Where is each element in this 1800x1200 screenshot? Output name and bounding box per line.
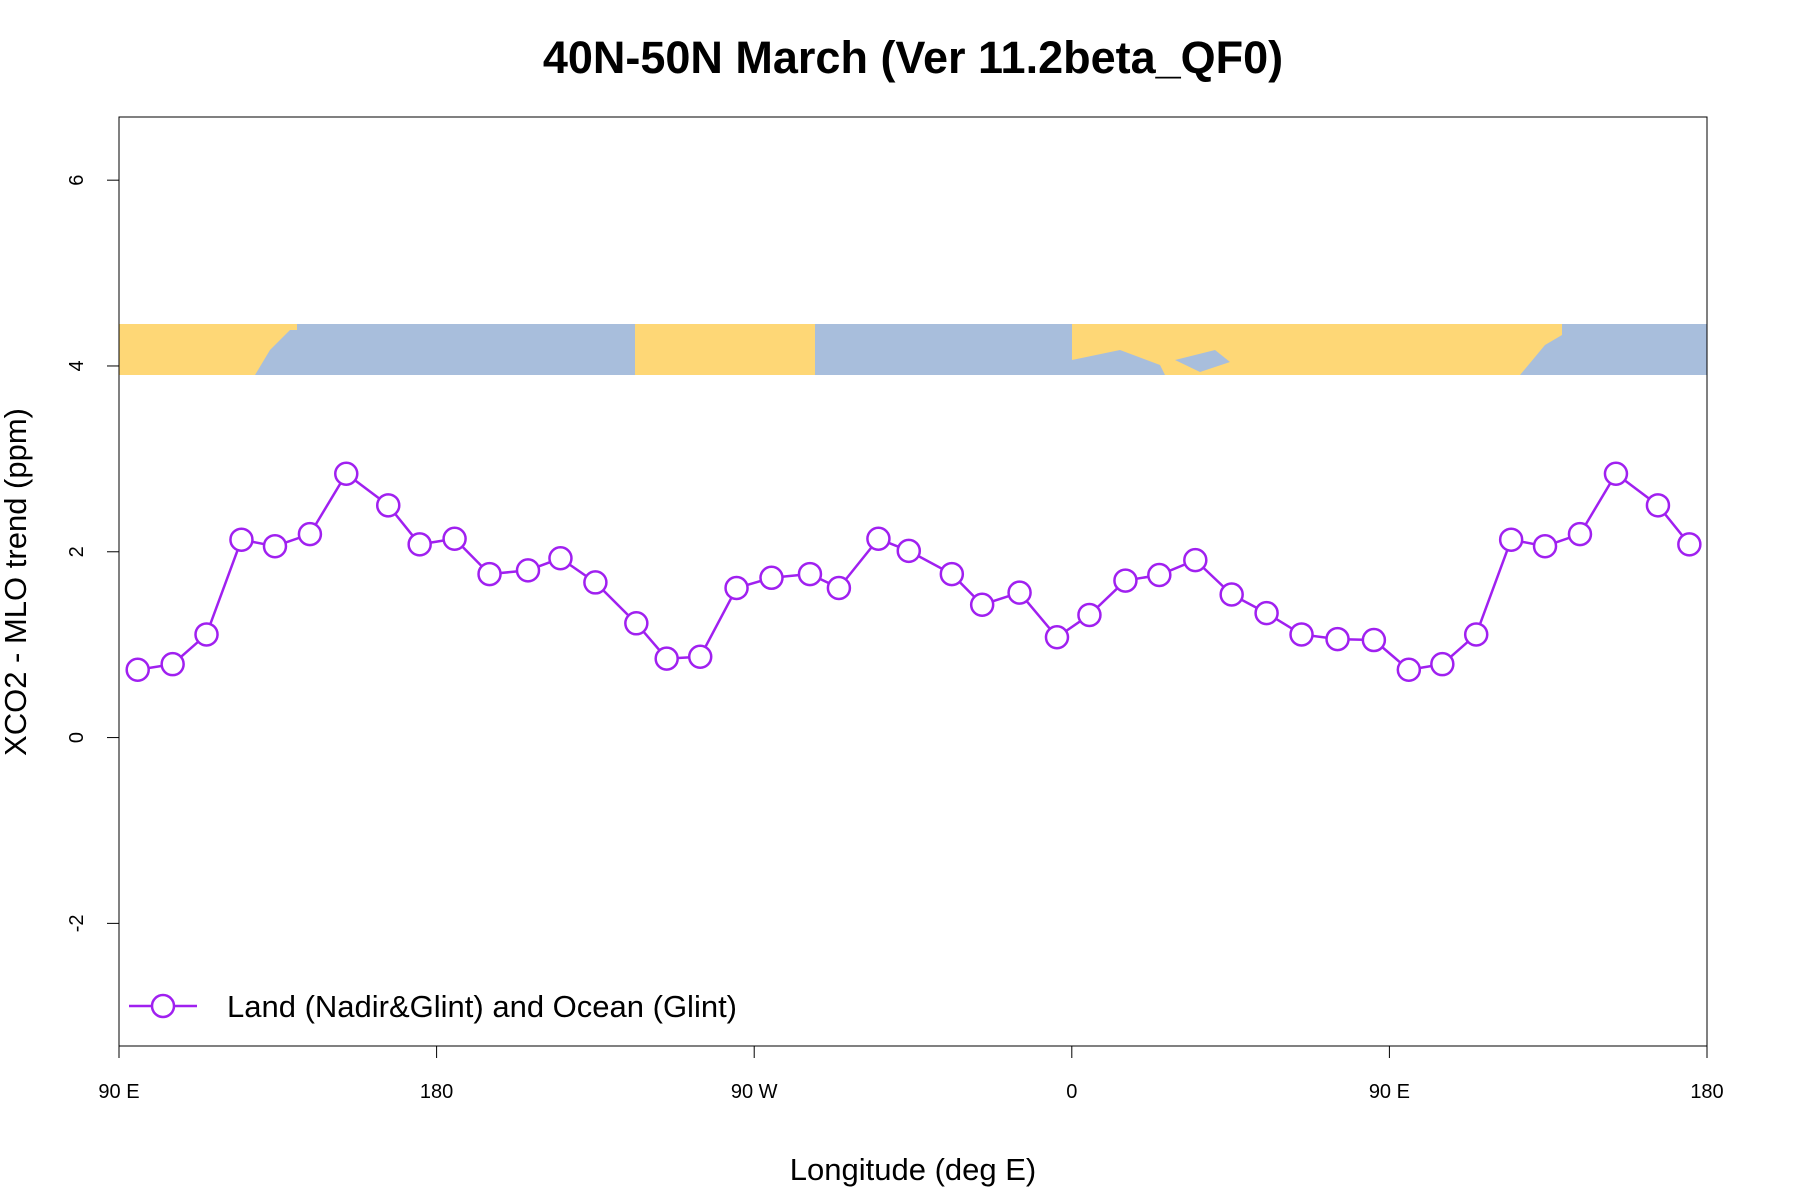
x-tick-label: 90 W bbox=[731, 1081, 778, 1103]
point bbox=[1325, 626, 1350, 652]
point bbox=[1219, 582, 1244, 607]
plot-frame bbox=[118, 116, 1708, 1047]
land bbox=[635, 324, 815, 375]
point bbox=[1007, 580, 1032, 605]
x-tick-label: 0 bbox=[1066, 1081, 1077, 1103]
point bbox=[624, 611, 649, 636]
point bbox=[125, 657, 150, 683]
point bbox=[1289, 622, 1314, 647]
point bbox=[229, 527, 254, 552]
series-line bbox=[137, 471, 1691, 672]
point bbox=[687, 644, 713, 669]
point bbox=[334, 461, 359, 486]
point bbox=[1254, 600, 1279, 626]
sea bbox=[1175, 350, 1230, 372]
point bbox=[1498, 527, 1524, 552]
point bbox=[1147, 562, 1172, 588]
ocean bbox=[815, 340, 880, 375]
x-axis-title: Longitude (deg E) bbox=[790, 1152, 1036, 1187]
x-tick-label: 180 bbox=[1690, 1081, 1723, 1103]
x-tick-label: 90 E bbox=[98, 1081, 139, 1103]
point bbox=[1532, 533, 1558, 559]
point bbox=[477, 561, 502, 587]
point bbox=[194, 622, 219, 647]
point bbox=[262, 533, 288, 559]
sea bbox=[1072, 350, 1165, 375]
point bbox=[1396, 657, 1422, 683]
chart-title: 40N-50N March (Ver 11.2beta_QF0) bbox=[543, 32, 1283, 83]
point bbox=[1677, 532, 1702, 557]
point bbox=[1183, 547, 1208, 573]
point bbox=[866, 526, 891, 552]
ocean bbox=[1520, 335, 1562, 375]
map-band bbox=[119, 324, 1707, 375]
point bbox=[515, 558, 541, 583]
x-tick-label: 180 bbox=[420, 1081, 453, 1103]
point bbox=[969, 592, 995, 617]
ocean bbox=[297, 324, 635, 375]
ocean bbox=[255, 330, 297, 375]
point bbox=[1113, 568, 1138, 593]
y-tick-label: -2 bbox=[66, 914, 88, 932]
point bbox=[896, 538, 922, 564]
ocean bbox=[1562, 324, 1707, 375]
y-tick-label: 4 bbox=[66, 360, 88, 371]
point bbox=[1645, 493, 1671, 518]
y-axis-title: XCO2 - MLO trend (ppm) bbox=[0, 408, 33, 756]
point bbox=[1567, 521, 1593, 547]
y-tick-label: 6 bbox=[66, 175, 88, 186]
y-tick-label: 2 bbox=[66, 546, 88, 557]
point bbox=[826, 575, 852, 601]
legend-marker bbox=[150, 993, 176, 1019]
point bbox=[1044, 624, 1070, 650]
point bbox=[1603, 461, 1629, 486]
point bbox=[797, 561, 823, 587]
point bbox=[297, 521, 323, 547]
point bbox=[654, 646, 679, 671]
point bbox=[548, 546, 573, 571]
point bbox=[1430, 651, 1455, 677]
point bbox=[376, 493, 401, 518]
point bbox=[1077, 602, 1102, 628]
point bbox=[583, 570, 608, 595]
point bbox=[160, 651, 185, 677]
point bbox=[939, 561, 965, 587]
point bbox=[442, 526, 467, 552]
legend-label: Land (Nadir&Glint) and Ocean (Glint) bbox=[227, 989, 737, 1024]
y-tick-label: 0 bbox=[66, 732, 88, 743]
point bbox=[407, 532, 432, 557]
point bbox=[724, 575, 749, 601]
point bbox=[1463, 622, 1489, 647]
x-tick-label: 90 E bbox=[1369, 1081, 1410, 1103]
point bbox=[759, 565, 784, 591]
point bbox=[1361, 627, 1387, 653]
